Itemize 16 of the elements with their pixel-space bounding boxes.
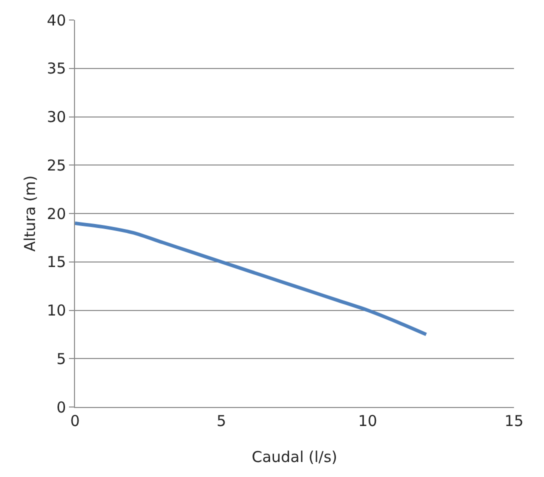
y-tick-label: 0 xyxy=(56,398,66,416)
x-axis-title: Caudal (l/s) xyxy=(252,448,338,466)
y-tick-label: 25 xyxy=(46,156,66,174)
x-tick-label: 5 xyxy=(216,412,226,430)
line-series xyxy=(75,221,428,336)
y-tick-label: 30 xyxy=(46,108,66,126)
y-tick-label: 35 xyxy=(46,60,66,78)
y-tick-label: 20 xyxy=(46,204,66,223)
x-tick-label: 15 xyxy=(504,412,524,430)
x-tick-label: 10 xyxy=(358,412,378,430)
x-tick-label: 0 xyxy=(70,412,80,430)
y-tick-label: 5 xyxy=(56,350,66,368)
y-tick-label: 15 xyxy=(46,253,66,272)
y-tick-label: 10 xyxy=(46,302,66,320)
y-tick-label: 40 xyxy=(46,11,66,30)
y-axis-title: Altura (m) xyxy=(21,175,39,252)
